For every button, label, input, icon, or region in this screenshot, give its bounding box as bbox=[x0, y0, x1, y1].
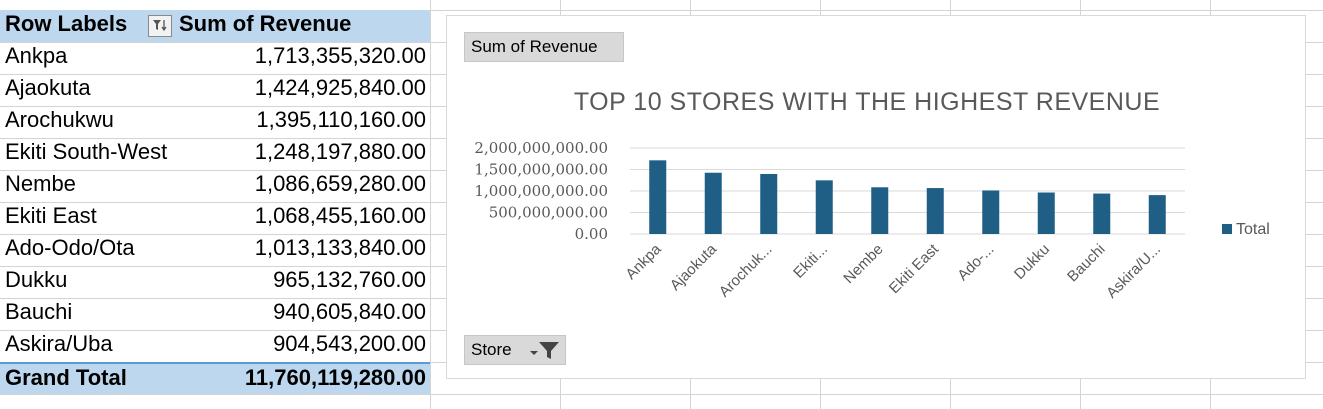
axis-field-button[interactable]: Store bbox=[464, 335, 566, 365]
bar bbox=[649, 160, 667, 234]
legend-label: Total bbox=[1236, 221, 1270, 238]
row-value: 1,248,197,880.00 bbox=[254, 139, 426, 164]
bar bbox=[1037, 192, 1055, 234]
pivot-row[interactable]: Ado-Odo/Ota 1,013,133,840.00 bbox=[0, 234, 430, 266]
bar bbox=[760, 174, 778, 234]
row-label: Ajaokuta bbox=[5, 75, 91, 100]
row-value: 1,713,355,320.00 bbox=[254, 43, 426, 68]
legend-swatch bbox=[1222, 224, 1232, 234]
axis-field-label: Store bbox=[471, 340, 512, 359]
bar bbox=[1148, 195, 1166, 234]
x-tick-label: Ekiti East bbox=[886, 240, 943, 297]
x-tick-label: Ankpa bbox=[622, 240, 665, 283]
pivot-row[interactable]: Askira/Uba 904,543,200.00 bbox=[0, 330, 430, 362]
pivot-row[interactable]: Ajaokuta 1,424,925,840.00 bbox=[0, 74, 430, 106]
row-value: 1,395,110,160.00 bbox=[256, 107, 426, 132]
row-value: 1,424,925,840.00 bbox=[254, 75, 426, 100]
row-value: 940,605,840.00 bbox=[273, 299, 426, 324]
bar bbox=[1093, 193, 1111, 234]
y-tick-label: 0.00 bbox=[575, 225, 608, 243]
row-value: 904,543,200.00 bbox=[273, 331, 426, 356]
x-tick-label: Ekiti... bbox=[790, 241, 831, 282]
pivot-row[interactable]: Bauchi 940,605,840.00 bbox=[0, 298, 430, 330]
row-value: 1,068,455,160.00 bbox=[254, 203, 426, 228]
chart-plot: 0.00 500,000,000.00 1,000,000,000.00 1,500,… bbox=[474, 139, 1270, 302]
pivot-row[interactable]: Nembe 1,086,659,280.00 bbox=[0, 170, 430, 202]
bar bbox=[982, 190, 1000, 234]
grand-total-row[interactable]: Grand Total 11,760,119,280.00 bbox=[0, 362, 430, 394]
pivot-row[interactable]: Ankpa 1,713,355,320.00 bbox=[0, 42, 430, 74]
value-field-button[interactable]: Sum of Revenue bbox=[464, 32, 624, 62]
x-tick-label: Bauchi bbox=[1064, 241, 1108, 285]
y-tick-label: 500,000,000.00 bbox=[489, 204, 608, 222]
row-label: Nembe bbox=[5, 171, 76, 196]
pivot-header-row: Row Labels Sum of Revenue bbox=[0, 10, 430, 42]
grand-total-value: 11,760,119,280.00 bbox=[244, 365, 426, 390]
row-value: 1,013,133,840.00 bbox=[254, 235, 426, 260]
row-label: Ekiti East bbox=[5, 203, 97, 228]
pivot-row[interactable]: Ekiti South-West 1,248,197,880.00 bbox=[0, 138, 430, 170]
y-tick-label: 1,000,000,000.00 bbox=[474, 182, 608, 200]
filter-sort-icon[interactable] bbox=[148, 15, 172, 37]
x-tick-label: Ajaokuta bbox=[667, 240, 721, 294]
row-labels-header[interactable]: Row Labels bbox=[5, 11, 128, 36]
row-label: Dukku bbox=[5, 267, 68, 292]
bar bbox=[704, 172, 722, 234]
x-tick-label: Askira/U... bbox=[1103, 241, 1164, 302]
x-tick-label: Nembe bbox=[840, 241, 886, 287]
bar bbox=[815, 180, 833, 234]
row-label: Ankpa bbox=[5, 43, 68, 68]
bar bbox=[871, 187, 889, 234]
pivot-row[interactable]: Dukku 965,132,760.00 bbox=[0, 266, 430, 298]
bar bbox=[926, 188, 944, 234]
row-label: Ado-Odo/Ota bbox=[5, 235, 135, 260]
row-label: Askira/Uba bbox=[5, 331, 113, 356]
y-tick-label: 1,500,000,000.00 bbox=[474, 161, 608, 179]
y-tick-label: 2,000,000,000.00 bbox=[474, 139, 608, 157]
row-label: Bauchi bbox=[5, 299, 73, 324]
row-value: 1,086,659,280.00 bbox=[254, 171, 426, 196]
chart-title: TOP 10 STORES WITH THE HIGHEST REVENUE bbox=[573, 88, 1161, 116]
x-tick-label: Arochuk... bbox=[716, 241, 776, 301]
grand-total-label: Grand Total bbox=[5, 365, 127, 390]
pivot-chart[interactable]: Sum of Revenue TOP 10 STORES WITH THE HI… bbox=[446, 15, 1306, 379]
row-label: Ekiti South-West bbox=[5, 139, 168, 164]
x-tick-label: Dukku bbox=[1011, 241, 1053, 283]
row-value: 965,132,760.00 bbox=[273, 267, 426, 292]
filter-funnel-icon bbox=[530, 342, 559, 359]
x-tick-label: Ado-... bbox=[954, 241, 997, 284]
value-field-label: Sum of Revenue bbox=[471, 37, 598, 56]
pivot-row[interactable]: Ekiti East 1,068,455,160.00 bbox=[0, 202, 430, 234]
sum-of-revenue-header: Sum of Revenue bbox=[179, 11, 352, 36]
pivot-row[interactable]: Arochukwu 1,395,110,160.00 bbox=[0, 106, 430, 138]
row-label: Arochukwu bbox=[5, 107, 114, 132]
